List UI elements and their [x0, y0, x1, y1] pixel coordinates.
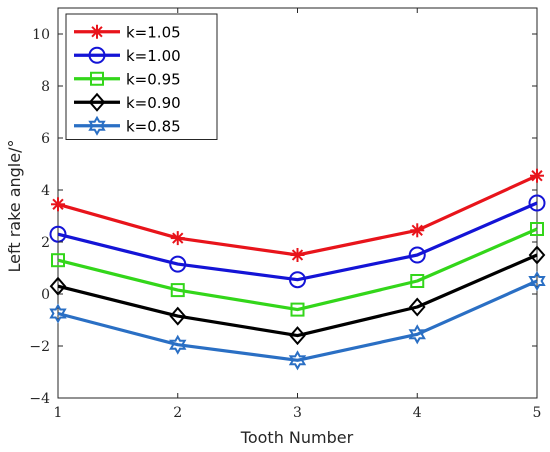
y-tick-label: 2: [41, 235, 50, 251]
x-tick-label: 2: [173, 405, 182, 421]
data-point-marker: [528, 270, 546, 292]
legend-marker: [88, 46, 106, 64]
data-point-marker: [169, 255, 187, 273]
legend-marker: [88, 92, 106, 112]
legend-item: k=0.85: [74, 115, 181, 136]
y-tick-label: 4: [41, 183, 50, 199]
legend-label: k=0.85: [126, 117, 181, 135]
data-point-marker: [408, 324, 426, 345]
legend-label: k=1.05: [126, 23, 181, 41]
data-point-marker: [288, 350, 307, 371]
y-tick-label: −2: [29, 339, 50, 355]
x-tick-label: 1: [54, 405, 63, 421]
data-point-marker: [410, 274, 425, 288]
series-line: [57, 279, 538, 362]
legend-item: k=0.90: [74, 92, 181, 112]
legend-label: k=0.95: [126, 70, 181, 88]
data-point-marker: [49, 303, 67, 324]
legend-marker: [90, 71, 104, 86]
legend-item: k=0.95: [74, 70, 181, 88]
series-line: [57, 227, 538, 312]
data-point-marker: [169, 306, 187, 326]
data-point-marker: [289, 326, 306, 346]
data-point-marker: [528, 194, 546, 212]
series-k=1.05: [51, 168, 544, 262]
data-point-marker: [530, 168, 544, 183]
series-k=0.95: [51, 222, 544, 317]
series-layer: [49, 168, 546, 371]
data-point-marker: [528, 245, 546, 265]
legend-label: k=1.00: [126, 47, 181, 65]
ticks-layer: 1 2 3 4 5 −4 −2 0 2 4 6 8 10: [29, 8, 541, 421]
legend-item: k=1.05: [74, 23, 181, 41]
data-point-marker: [408, 246, 426, 264]
data-point-marker: [169, 334, 187, 355]
y-tick-label: −4: [29, 391, 50, 407]
legend: k=1.05 k=1.00 k=0.95 k=0.90 k=0.85: [65, 13, 218, 140]
x-tick-label: 4: [413, 405, 422, 421]
y-tick-label: 8: [41, 79, 50, 95]
data-point-marker: [51, 197, 65, 212]
x-tick-label: 3: [293, 405, 302, 421]
data-point-marker: [290, 248, 305, 262]
data-point-marker: [290, 302, 305, 317]
legend-marker: [88, 115, 106, 136]
data-point-marker: [410, 223, 425, 238]
data-point-marker: [170, 283, 185, 298]
series-line: [57, 201, 538, 282]
y-axis-label: Left rake angle/°: [5, 140, 24, 273]
legend-marker: [90, 24, 104, 39]
data-point-marker: [408, 297, 426, 317]
series-line: [57, 253, 538, 338]
series-k=0.85: [49, 270, 546, 371]
x-tick-label: 5: [533, 405, 542, 421]
y-tick-label: 10: [32, 27, 50, 43]
series-k=1.00: [49, 194, 546, 289]
data-point-marker: [170, 231, 185, 246]
y-tick-label: 0: [41, 287, 50, 303]
data-point-marker: [289, 271, 306, 289]
data-point-marker: [530, 222, 544, 236]
legend-item: k=1.00: [74, 46, 181, 65]
data-point-marker: [51, 253, 65, 268]
x-axis-label: Tooth Number: [240, 428, 354, 447]
y-tick-label: 6: [41, 131, 50, 147]
legend-label: k=0.90: [126, 94, 181, 112]
